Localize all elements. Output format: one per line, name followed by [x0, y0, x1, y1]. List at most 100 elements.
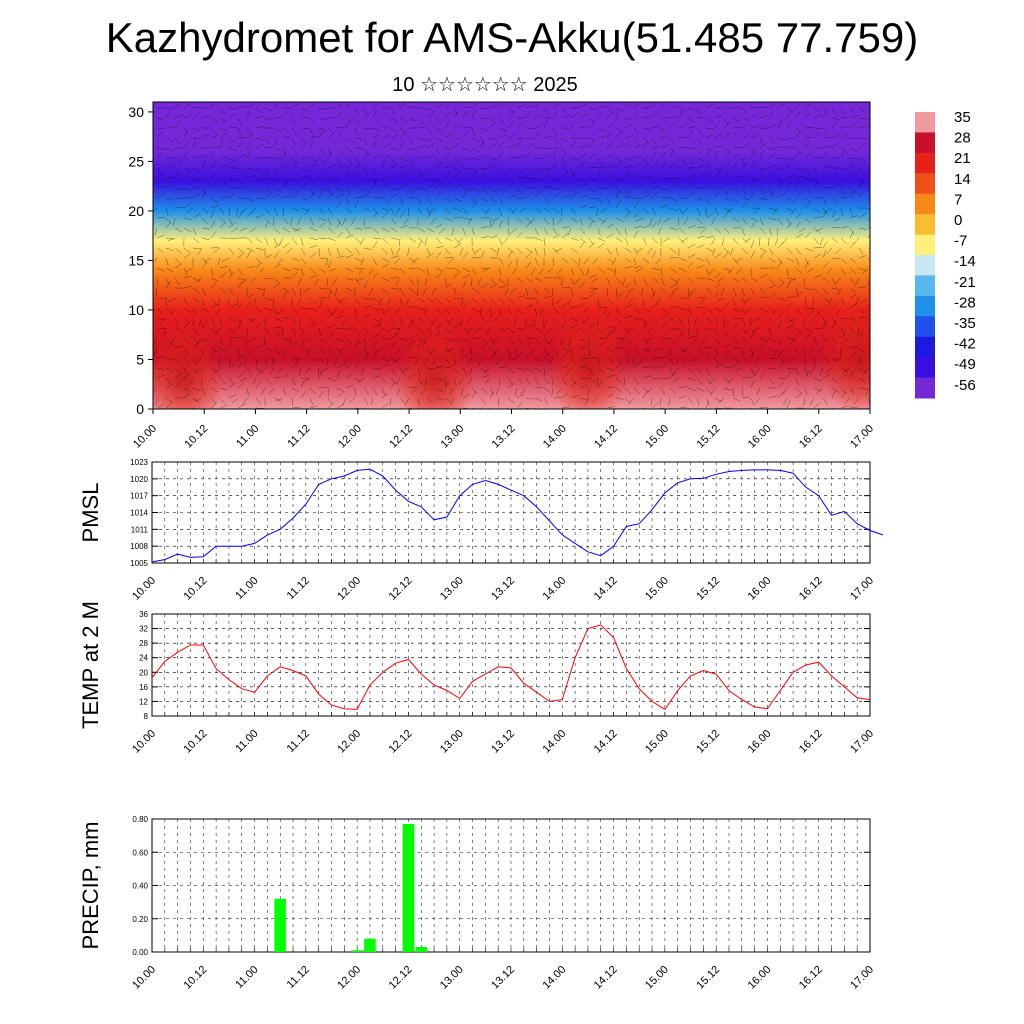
wind-barb [867, 227, 870, 229]
wind-barb [705, 387, 712, 394]
wind-barb [462, 337, 470, 343]
wind-barb [339, 307, 347, 314]
wind-barb [831, 107, 836, 116]
wind-barb [390, 173, 398, 179]
wind-barb [804, 167, 811, 174]
wind-barb [417, 197, 422, 206]
wind-barb [633, 144, 642, 149]
wind-barb [639, 357, 644, 366]
wind-barb [624, 207, 632, 214]
wind-barb [741, 227, 745, 236]
wind-barb [826, 267, 833, 275]
x-tick-label: 11.12 [285, 575, 312, 602]
wind-barb [390, 341, 397, 349]
wind-barb [804, 387, 808, 396]
wind-barb [228, 193, 236, 199]
wind-barb [822, 397, 828, 405]
wind-barb [381, 106, 390, 109]
wind-barb [498, 307, 501, 316]
x-tick-label: 13.12 [489, 728, 517, 756]
wind-barb [354, 182, 361, 189]
wind-barb [744, 327, 752, 334]
wind-barb [417, 173, 426, 179]
x-tick-label: 13.12 [489, 575, 517, 603]
wind-barb [622, 277, 626, 286]
wind-barb [378, 297, 383, 306]
wind-barb [174, 102, 180, 109]
wind-barb [192, 407, 198, 409]
wind-barb [372, 207, 378, 215]
wind-barb [480, 297, 488, 304]
wind-barb [422, 337, 428, 346]
wind-barb [372, 127, 381, 132]
wind-barb [444, 147, 453, 151]
wind-barb [489, 177, 496, 185]
wind-barb [842, 337, 851, 343]
wind-barb [804, 357, 807, 367]
wind-barb [858, 247, 864, 255]
wind-barb [210, 204, 219, 209]
wind-barb [381, 111, 388, 119]
wind-barb [529, 217, 536, 225]
wind-barb [515, 347, 518, 356]
wind-barb [336, 347, 342, 355]
wind-barb [705, 377, 712, 385]
wind-barb [627, 287, 635, 293]
wind-barb [300, 183, 309, 189]
wind-barb [840, 257, 847, 264]
wind-barb [776, 227, 779, 236]
wind-barb [282, 387, 287, 396]
wind-barb [867, 186, 870, 189]
wind-barb [288, 337, 293, 346]
wind-barb [858, 177, 865, 184]
wind-barb [669, 367, 674, 376]
wind-barb [489, 352, 497, 359]
wind-barb [606, 386, 615, 389]
wind-barb [444, 152, 451, 159]
wind-barb [723, 211, 729, 219]
wind-barb [741, 277, 749, 283]
heatmap-x-tick-label: 10.00 [131, 423, 159, 451]
wind-barb [672, 377, 680, 384]
wind-barb [264, 207, 270, 215]
wind-barb [372, 297, 380, 303]
wind-barb [327, 217, 332, 226]
wind-barb [237, 403, 246, 409]
wind-barb [657, 217, 662, 226]
wind-barb [156, 167, 162, 176]
wind-barb [336, 363, 345, 369]
wind-barb [336, 157, 341, 166]
wind-barb [790, 337, 797, 345]
wind-barb [462, 106, 471, 109]
wind-barb [525, 261, 532, 269]
wind-barb [786, 137, 796, 140]
wind-barb [277, 257, 284, 265]
wind-barb [507, 122, 514, 129]
wind-barb [633, 201, 639, 209]
wind-barb [678, 307, 687, 311]
wind-barb [372, 167, 378, 176]
wind-barb [750, 330, 755, 339]
wind-barb [642, 163, 650, 169]
wind-barb [309, 267, 316, 274]
wind-barb [507, 144, 516, 149]
wind-barb [309, 252, 317, 259]
wind-barb [606, 287, 608, 297]
wind-barb [712, 247, 716, 256]
wind-barb [327, 187, 332, 196]
wind-barb [759, 170, 764, 179]
wind-barb [777, 242, 784, 249]
wind-barb [759, 217, 764, 226]
wind-barb [516, 337, 523, 344]
y-axis-label: TEMP at 2 M [78, 601, 103, 729]
wind-barb [165, 137, 173, 143]
wind-barb [714, 337, 721, 345]
wind-barb [714, 145, 723, 149]
wind-barb [759, 187, 766, 194]
wind-barb [363, 387, 370, 395]
wind-barb [444, 256, 454, 259]
wind-barb [534, 277, 543, 282]
wind-barb [525, 397, 534, 400]
wind-barb [345, 362, 353, 369]
wind-barb [309, 227, 318, 232]
